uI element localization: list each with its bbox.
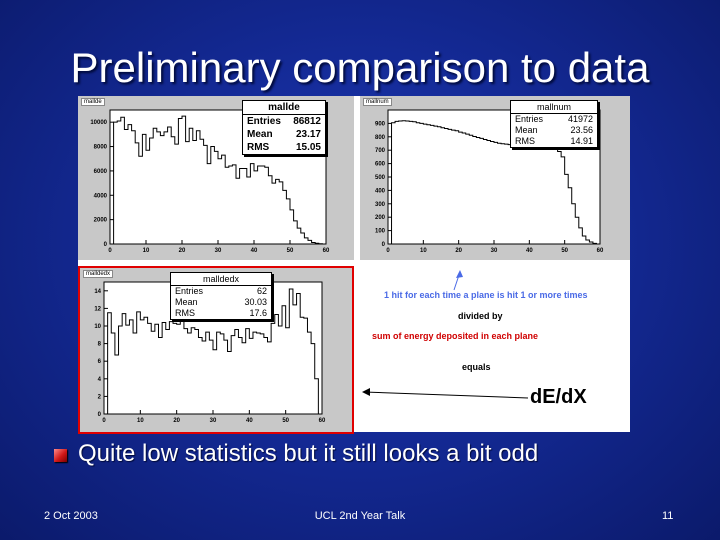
x-tick-label: 10 — [137, 418, 144, 424]
stats-label: Entries — [175, 286, 204, 296]
y-tick-label: 4000 — [94, 193, 108, 199]
stats-value: 86812 — [293, 116, 321, 127]
mallnum-stats-box: mallnum Entries 41972 Mean 23.56 RMS 14.91 — [510, 100, 598, 148]
stats-value: 62 — [256, 286, 267, 296]
bullet-text: Quite low statistics but it still looks … — [78, 440, 539, 467]
stats-label: RMS — [247, 142, 270, 153]
stats-label: Mean — [247, 129, 273, 140]
stats-value: 14.91 — [570, 136, 593, 146]
stats-value: 23.17 — [295, 129, 321, 140]
y-tick-label: 2000 — [94, 218, 108, 224]
y-tick-label: 12 — [94, 306, 101, 312]
y-tick-label: 8000 — [94, 145, 108, 151]
x-tick-label: 0 — [108, 248, 112, 254]
footer-date: 2 Oct 2003 — [44, 510, 98, 522]
x-tick-label: 20 — [173, 418, 180, 424]
slide-title: Preliminary comparison to data — [70, 44, 650, 91]
y-tick-label: 6 — [98, 359, 102, 365]
malldedx-stats-box: malldedx Entries 62 Mean 30.03 RMS 17.6 — [170, 272, 272, 320]
mallde-name: mallde — [81, 98, 105, 106]
stats-value: 17.6 — [249, 308, 267, 318]
stats-value: 15.05 — [295, 142, 321, 153]
y-tick-label: 14 — [94, 289, 101, 295]
histogram-figure: 0 10 20 30 40 50 60 0 2000 4000 6000 8000 10000 mall… — [78, 96, 630, 434]
x-tick-label: 40 — [526, 248, 533, 254]
mallde-stats-title: mallde — [243, 101, 325, 115]
y-tick-label: 8 — [98, 342, 102, 348]
y-tick-label: 0 — [104, 242, 108, 248]
arrow-left-head — [362, 388, 370, 396]
x-tick-label: 50 — [287, 248, 294, 254]
x-tick-label: 30 — [215, 248, 222, 254]
y-tick-label: 10000 — [90, 120, 107, 126]
x-tick-label: 60 — [323, 248, 330, 254]
annotation-arrows — [362, 270, 529, 399]
annotation-line2: divided by — [458, 311, 503, 321]
malldedx-stats-title: malldedx — [171, 273, 271, 286]
x-tick-label: 50 — [282, 418, 289, 424]
x-tick-label: 40 — [246, 418, 253, 424]
stats-label: Mean — [515, 125, 538, 135]
stats-value: 41972 — [567, 114, 593, 124]
arrow-left — [363, 391, 529, 399]
bullet-icon — [54, 449, 67, 462]
x-tick-label: 40 — [251, 248, 258, 254]
mallnum-panel: 0 10 20 30 40 50 60 0 100 200 300 400 500 600 700 800 90… — [360, 96, 630, 260]
x-tick-label: 30 — [210, 418, 217, 424]
mallnum-name: mallnum — [363, 98, 392, 106]
stats-value: 30.03 — [244, 297, 267, 307]
y-tick-label: 800 — [375, 135, 386, 141]
y-tick-label: 400 — [375, 188, 386, 194]
y-tick-label: 500 — [375, 175, 386, 181]
stats-label: Entries — [247, 116, 281, 127]
x-tick-label: 0 — [102, 418, 106, 424]
stats-label: RMS — [515, 136, 535, 146]
y-tick-label: 0 — [98, 412, 102, 418]
malldedx-histogram-line — [104, 288, 322, 415]
malldedx-panel: 0 10 20 30 40 50 60 0 2 4 6 8 10 12 14 malldedx mallde… — [78, 266, 354, 434]
mallnum-histogram-line — [388, 120, 600, 245]
annotation-line3: sum of energy deposited in each plane — [372, 331, 539, 341]
y-tick-label: 6000 — [94, 169, 108, 175]
x-tick-label: 20 — [455, 248, 462, 254]
x-tick-label: 0 — [386, 248, 390, 254]
y-tick-label: 100 — [375, 229, 386, 235]
y-tick-label: 600 — [375, 162, 386, 168]
x-tick-label: 10 — [143, 248, 150, 254]
y-tick-label: 4 — [98, 377, 102, 383]
y-tick-label: 700 — [375, 148, 386, 154]
stats-label: Mean — [175, 297, 198, 307]
footer-page-number: 11 — [662, 510, 674, 522]
y-tick-label: 300 — [375, 202, 386, 208]
mallde-panel: 0 10 20 30 40 50 60 0 2000 4000 6000 8000 10000 mall… — [78, 96, 354, 260]
stats-value: 23.56 — [570, 125, 593, 135]
x-tick-label: 20 — [179, 248, 186, 254]
stats-label: RMS — [175, 308, 195, 318]
arrow-up-head — [456, 270, 463, 278]
y-tick-label: 10 — [94, 324, 101, 330]
stats-label: Entries — [515, 114, 544, 124]
y-tick-label: 200 — [375, 215, 386, 221]
annotation-line1: 1 hit for each time a plane is hit 1 or … — [384, 290, 588, 300]
y-tick-label: 0 — [382, 242, 386, 248]
x-tick-label: 30 — [491, 248, 498, 254]
footer-title: UCL 2nd Year Talk — [314, 510, 406, 522]
y-tick-label: 900 — [375, 121, 386, 127]
mallde-stats-box: mallde Entries 86812 Mean 23.17 RMS 15.05 — [242, 100, 326, 155]
x-tick-label: 60 — [319, 418, 326, 424]
mallnum-stats-title: mallnum — [511, 101, 597, 114]
annotation-panel: 1 hit for each time a plane is hit 1 or … — [358, 266, 630, 432]
malldedx-name: malldedx — [83, 270, 114, 278]
mallde-histogram-line — [110, 115, 326, 245]
x-tick-label: 60 — [597, 248, 604, 254]
annotation-line5: dE/dX — [530, 386, 587, 408]
x-tick-label: 10 — [420, 248, 427, 254]
y-tick-label: 2 — [98, 394, 102, 400]
x-tick-label: 50 — [561, 248, 568, 254]
annotation-line4: equals — [462, 362, 491, 372]
